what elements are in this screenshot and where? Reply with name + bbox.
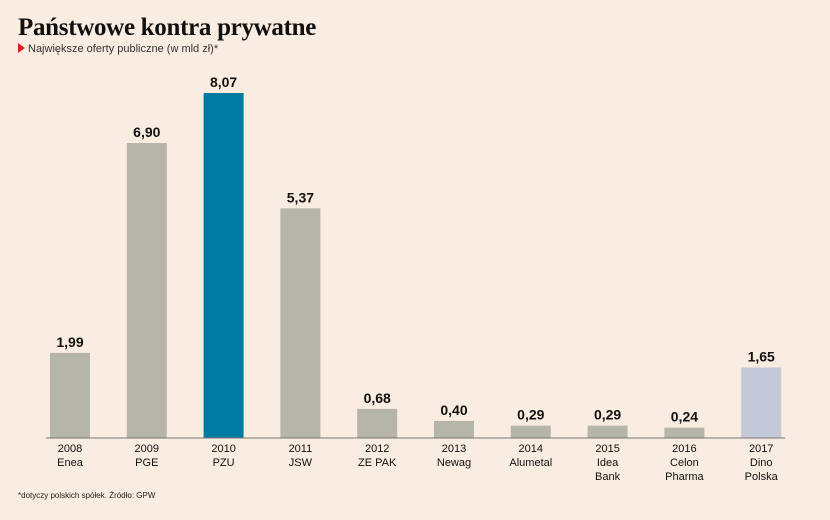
tick-label-company-2011: JSW xyxy=(289,457,313,469)
tick-label-year-2011: 2011 xyxy=(289,443,313,455)
chart-footnote: *dotyczy polskich spółek. Źródło: GPW xyxy=(18,491,156,500)
bar-2015 xyxy=(587,425,628,438)
bar-2014 xyxy=(510,425,551,438)
bar-2009 xyxy=(126,143,167,438)
tick-label-year-2012: 2012 xyxy=(365,443,389,455)
data-label-2011: 5,37 xyxy=(287,189,314,205)
tick-label-year-2008: 2008 xyxy=(58,443,82,455)
bar-2011 xyxy=(280,208,321,438)
data-label-2008: 1,99 xyxy=(56,334,83,350)
bar-2017 xyxy=(741,367,782,438)
tick-label-year-2010: 2010 xyxy=(211,443,235,455)
data-label-2016: 0,24 xyxy=(671,409,698,425)
data-label-2009: 6,90 xyxy=(133,124,160,140)
data-label-2012: 0,68 xyxy=(364,390,391,406)
bar-2012 xyxy=(357,408,398,438)
tick-label-company-2009: PGE xyxy=(135,457,158,469)
data-label-2015: 0,29 xyxy=(594,407,621,423)
tick-label-company-2012: ZE PAK xyxy=(358,457,397,469)
tick-label-company-2010: PZU xyxy=(213,457,235,469)
tick-label-year-2016: 2016 xyxy=(672,443,696,455)
data-label-2017: 1,65 xyxy=(748,349,775,365)
tick-label-company-2016: Celon xyxy=(670,457,699,469)
tick-label-company-2017: Polska xyxy=(745,471,779,483)
triangle-marker-icon xyxy=(18,43,25,53)
tick-label-company-2017: Dino xyxy=(750,457,773,469)
chart-subtitle: Największe oferty publiczne (w mld zł)* xyxy=(28,43,219,55)
data-label-2010: 8,07 xyxy=(210,74,237,90)
tick-label-year-2014: 2014 xyxy=(519,443,543,455)
tick-label-company-2015: Bank xyxy=(595,471,621,483)
tick-label-year-2017: 2017 xyxy=(749,443,773,455)
bar-2016 xyxy=(664,427,705,438)
tick-label-year-2015: 2015 xyxy=(595,443,619,455)
data-label-2014: 0,29 xyxy=(517,407,544,423)
tick-label-company-2016: Pharma xyxy=(665,471,704,483)
data-label-2013: 0,40 xyxy=(440,402,467,418)
tick-label-year-2009: 2009 xyxy=(135,443,159,455)
tick-label-company-2013: Newag xyxy=(437,457,471,469)
tick-label-company-2015: Idea xyxy=(597,457,619,469)
bar-2013 xyxy=(434,420,474,438)
bar-2010 xyxy=(203,93,244,438)
tick-label-company-2008: Enea xyxy=(57,457,84,469)
chart-subtitle-line: Największe oferty publiczne (w mld zł)* xyxy=(18,43,218,55)
chart-title: Państwowe kontra prywatne xyxy=(18,14,317,41)
tick-label-company-2014: Alumetal xyxy=(509,457,552,469)
tick-label-year-2013: 2013 xyxy=(442,443,466,455)
bar-2008 xyxy=(50,352,90,438)
